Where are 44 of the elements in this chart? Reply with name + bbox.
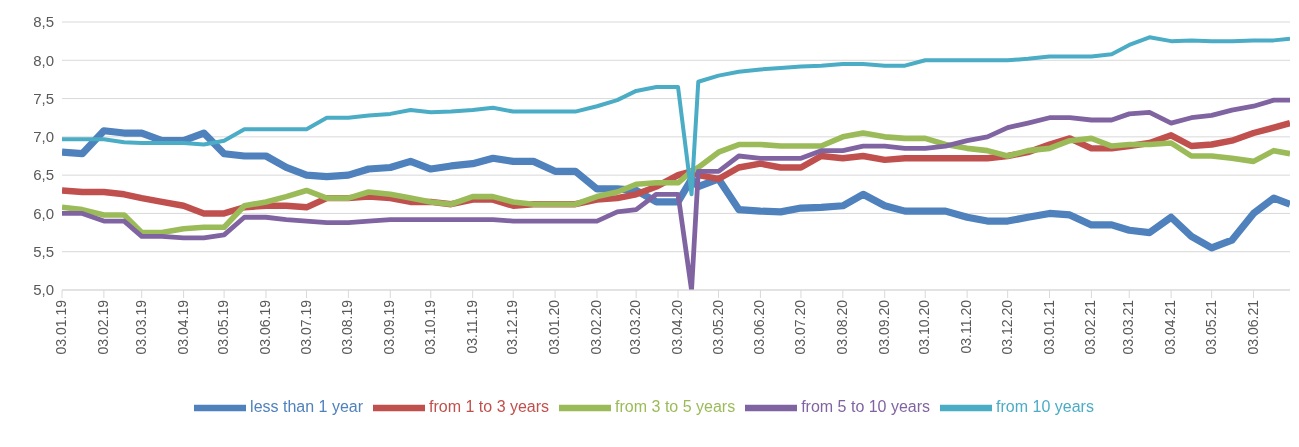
legend-label: from 3 to 5 years (615, 398, 736, 416)
x-tick-label: 03.06.19 (256, 299, 273, 355)
x-tick-label: 03.02.19 (94, 299, 111, 355)
x-tick-label: 03.01.21 (1040, 299, 1057, 355)
legend-label: from 1 to 3 years (429, 398, 550, 416)
x-tick-label: 03.11.19 (463, 299, 480, 354)
x-tick-label: 03.11.20 (958, 299, 975, 354)
x-tick-label: 03.02.20 (587, 299, 604, 355)
y-tick-label: 7,0 (33, 128, 54, 146)
legend-label: from 5 to 10 years (801, 398, 931, 416)
y-tick-label: 8,5 (33, 13, 54, 31)
x-tick-label: 03.05.20 (709, 299, 726, 355)
x-tick-label: 03.08.20 (833, 299, 850, 355)
x-tick-label: 03.05.21 (1202, 299, 1219, 355)
x-tick-label: 03.05.19 (215, 299, 232, 355)
x-tick-label: 03.06.21 (1244, 299, 1261, 355)
x-tick-label: 03.08.19 (339, 299, 356, 355)
x-tick-label: 03.12.19 (504, 299, 521, 355)
line-series (62, 35, 1290, 197)
y-tick-label: 6,5 (33, 166, 54, 184)
legend-label: from 10 years (996, 398, 1094, 416)
y-tick-label: 8,0 (33, 51, 54, 69)
x-tick-label: 03.04.21 (1162, 299, 1179, 355)
x-tick-label: 03.04.20 (669, 299, 686, 355)
x-tick-label: 03.03.20 (627, 299, 644, 355)
x-tick-label: 03.01.20 (546, 299, 563, 355)
x-tick-label: 03.04.19 (174, 299, 191, 355)
y-tick-label: 7,5 (33, 89, 54, 107)
x-tick-label: 03.07.19 (297, 299, 314, 355)
x-tick-label: 03.03.19 (132, 299, 149, 355)
y-tick-label: 5,5 (33, 243, 54, 261)
x-tick-label: 03.01.19 (53, 299, 69, 355)
x-tick-label: 03.07.20 (791, 299, 808, 355)
x-tick-label: 03.06.20 (751, 299, 768, 355)
x-tick-label: 03.12.20 (998, 299, 1015, 355)
x-tick-label: 03.10.19 (421, 299, 438, 355)
x-tick-label: 03.09.19 (381, 299, 398, 355)
x-tick-label: 03.03.21 (1120, 299, 1137, 355)
y-tick-label: 6,0 (33, 204, 54, 222)
x-tick-label: 03.02.21 (1082, 299, 1099, 355)
x-tick-label: 03.09.20 (875, 299, 892, 355)
legend-label: less than 1 year (250, 398, 364, 416)
y-tick-label: 5,0 (33, 281, 54, 299)
x-tick-label: 03.10.20 (916, 299, 933, 355)
